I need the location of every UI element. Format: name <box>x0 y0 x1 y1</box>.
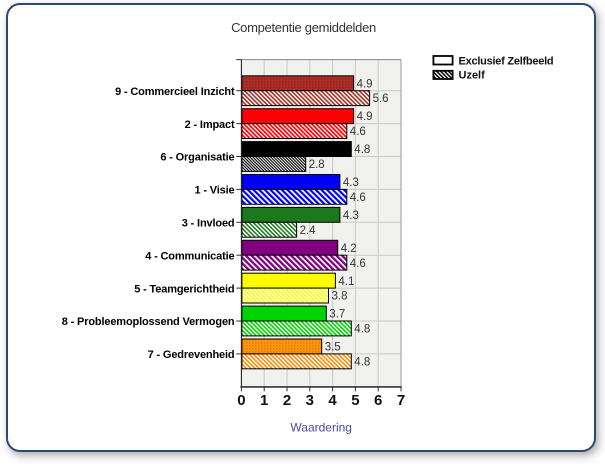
svg-text:7 - Gedrevenheid: 7 - Gedrevenheid <box>148 349 235 361</box>
svg-text:4.8: 4.8 <box>354 144 370 156</box>
svg-text:9 - Commercieel Inzicht: 9 - Commercieel Inzicht <box>115 86 235 98</box>
svg-text:2.4: 2.4 <box>300 225 317 237</box>
svg-text:4.6: 4.6 <box>350 126 366 138</box>
svg-text:Exclusief Zelfbeeld: Exclusief Zelfbeeld <box>459 56 554 68</box>
svg-text:4 - Communicatie: 4 - Communicatie <box>145 250 234 262</box>
svg-text:3: 3 <box>306 392 314 409</box>
svg-text:4.3: 4.3 <box>343 177 359 189</box>
svg-text:4.8: 4.8 <box>354 357 370 369</box>
svg-text:1 - Visie: 1 - Visie <box>194 185 234 197</box>
svg-text:3 - Invloed: 3 - Invloed <box>182 218 235 230</box>
svg-text:5 - Teamgerichtheid: 5 - Teamgerichtheid <box>134 283 234 295</box>
svg-text:4.1: 4.1 <box>338 276 354 288</box>
svg-text:7: 7 <box>397 392 405 409</box>
svg-text:4.3: 4.3 <box>343 210 359 222</box>
svg-text:2.8: 2.8 <box>309 159 325 171</box>
svg-text:4.2: 4.2 <box>341 243 357 255</box>
svg-text:4.9: 4.9 <box>357 111 373 123</box>
svg-text:5.6: 5.6 <box>373 93 389 105</box>
svg-text:2: 2 <box>283 392 291 409</box>
svg-text:4.6: 4.6 <box>350 258 366 270</box>
svg-text:5: 5 <box>351 392 359 409</box>
svg-text:6 - Organisatie: 6 - Organisatie <box>160 152 234 164</box>
svg-text:3.5: 3.5 <box>325 342 341 354</box>
svg-text:Uzelf: Uzelf <box>459 70 486 82</box>
svg-text:3.7: 3.7 <box>329 309 345 321</box>
svg-text:4.9: 4.9 <box>357 78 373 90</box>
svg-text:Competentie gemiddelden: Competentie gemiddelden <box>231 20 376 35</box>
svg-text:4: 4 <box>328 392 337 409</box>
svg-text:4.6: 4.6 <box>350 192 366 204</box>
svg-text:2 - Impact: 2 - Impact <box>185 119 235 131</box>
svg-text:1: 1 <box>260 392 268 409</box>
svg-text:0: 0 <box>237 392 245 409</box>
svg-text:4.8: 4.8 <box>354 324 370 336</box>
svg-text:6: 6 <box>374 392 382 409</box>
svg-text:Waardering: Waardering <box>290 421 352 435</box>
svg-text:3.8: 3.8 <box>332 291 348 303</box>
svg-text:8 - Probleemoplossend Vermogen: 8 - Probleemoplossend Vermogen <box>62 316 235 328</box>
